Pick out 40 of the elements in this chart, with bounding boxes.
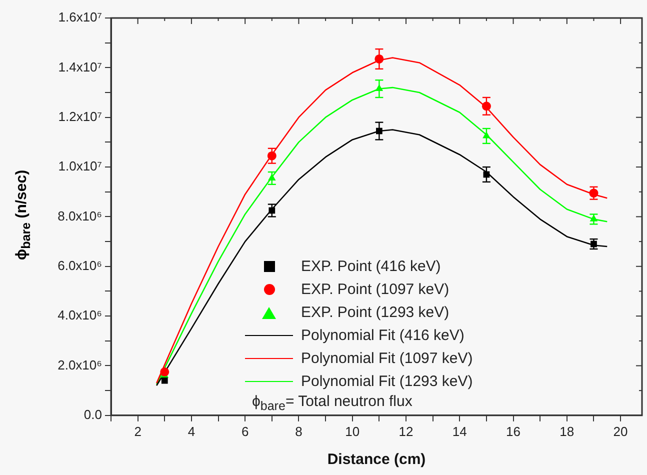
y-tick-label: 0.0 — [84, 406, 102, 422]
point — [268, 174, 276, 180]
point — [267, 151, 276, 160]
y-tick-label: 6.0x10⁶ — [58, 258, 102, 273]
legend-label: EXP. Point (416 keV) — [301, 258, 441, 275]
point — [376, 128, 382, 134]
x-tick-label: 16 — [506, 424, 521, 439]
legend-label: Polynomial Fit (1293 keV) — [301, 373, 473, 390]
point — [590, 240, 597, 248]
y-tick-label: 2.0x10⁶ — [58, 357, 102, 372]
x-tick-label: 4 — [188, 424, 196, 439]
x-axis-title: Distance (cm) — [327, 451, 426, 468]
point — [589, 188, 598, 198]
point — [161, 377, 168, 384]
legend-label: EXP. Point (1097 keV) — [301, 281, 450, 298]
annotation: ϕ$_{bare}$= Total neutron flux — [251, 393, 414, 415]
y-tick-label: 8.0x10⁶ — [58, 208, 102, 224]
x-tick-label: 6 — [241, 424, 249, 439]
legend-label: Polynomial Fit (1097 keV) — [301, 350, 473, 367]
point — [375, 84, 384, 92]
y-tick-label: 4.0x10⁶ — [58, 308, 102, 323]
y-tick-label: 1.4x10⁷ — [58, 59, 102, 74]
point — [268, 207, 276, 214]
point — [482, 131, 490, 138]
x-tick-label: 8 — [295, 424, 302, 439]
y-tick-label: 1.2x10⁷ — [58, 108, 102, 124]
x-tick-label: 10 — [345, 424, 360, 439]
point — [160, 367, 170, 376]
x-tick-label: 20 — [613, 424, 628, 439]
point — [482, 102, 491, 111]
x-tick-label: 18 — [560, 424, 574, 439]
point — [590, 214, 598, 222]
y-tick-label: 1.0x10⁷ — [58, 158, 102, 174]
point — [374, 54, 384, 64]
y-tick-label: 1.6x10⁷ — [58, 10, 102, 25]
x-tick-label: 2 — [134, 424, 142, 439]
legend-label: Polynomial Fit (416 keV) — [301, 327, 464, 344]
legend-label: EXP. Point (1293 keV) — [301, 304, 450, 321]
x-tick-label: 14 — [452, 424, 467, 439]
x-tick-label: 12 — [398, 424, 414, 439]
